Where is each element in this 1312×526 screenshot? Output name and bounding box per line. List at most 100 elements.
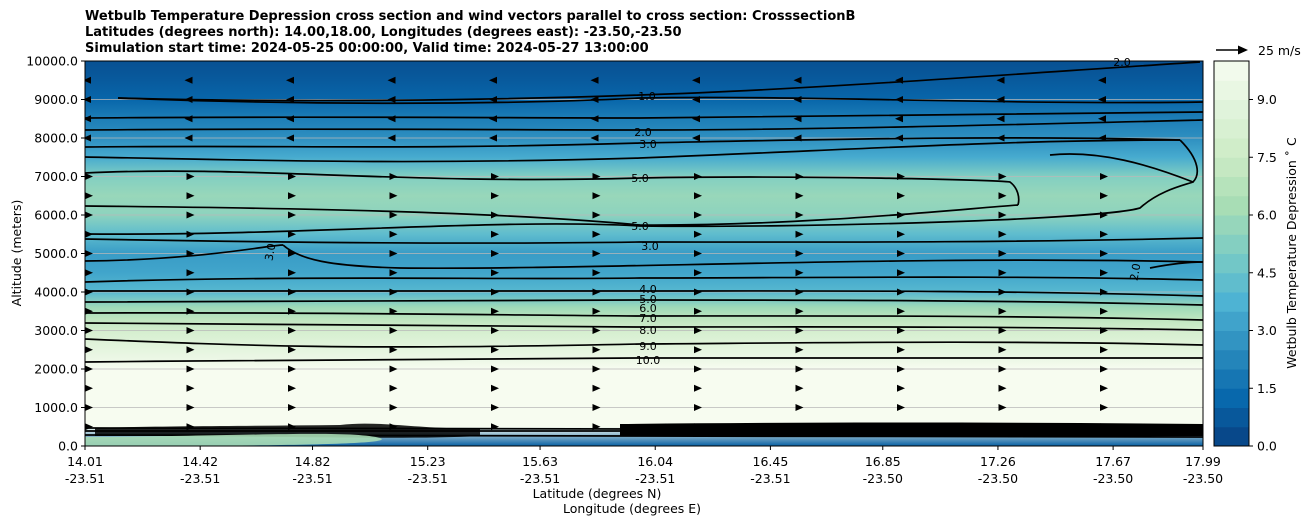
wind-arrow xyxy=(590,76,599,84)
wind-arrow xyxy=(998,269,1007,277)
wind-arrow xyxy=(85,211,93,219)
wind-arrow xyxy=(288,346,296,354)
wind-key-arrowhead xyxy=(1238,45,1248,55)
wind-arrow xyxy=(897,327,905,334)
y-tick-label: 4000.0 xyxy=(34,285,78,300)
wind-arrow xyxy=(795,173,804,180)
wind-arrow xyxy=(286,134,294,142)
wind-arrow xyxy=(85,384,93,392)
wind-arrow xyxy=(186,384,195,392)
wind-arrow xyxy=(389,365,398,373)
wind-arrow xyxy=(186,250,195,257)
wind-arrow xyxy=(1100,288,1108,296)
contour-line xyxy=(85,237,1203,244)
wind-arrow xyxy=(186,346,195,354)
contour-label: 10.0 xyxy=(626,422,651,435)
wind-arrow xyxy=(692,115,700,123)
wind-arrow xyxy=(694,269,702,277)
wind-arrow xyxy=(1100,250,1108,257)
wind-arrow xyxy=(186,230,195,238)
wind-arrow xyxy=(895,134,903,142)
wind-arrow xyxy=(895,76,903,84)
wind-arrow xyxy=(186,365,195,373)
y-tick-label: 9000.0 xyxy=(34,92,78,107)
wind-arrow xyxy=(491,269,499,277)
contour-line xyxy=(85,276,1203,283)
wind-arrow xyxy=(592,307,601,315)
wind-arrow xyxy=(694,307,702,315)
wind-arrow xyxy=(288,327,296,334)
wind-arrow xyxy=(795,230,804,238)
colorbar-band xyxy=(1214,426,1249,447)
y-tick-label: 10000.0 xyxy=(26,54,78,69)
wind-arrow xyxy=(85,76,91,84)
contour-label: 10.0 xyxy=(636,354,661,367)
wind-arrow xyxy=(897,404,905,411)
wind-arrow xyxy=(491,211,499,219)
wind-arrow xyxy=(694,173,702,180)
wind-arrow xyxy=(85,346,93,354)
wind-arrow xyxy=(489,96,497,103)
wind-arrow xyxy=(491,346,499,354)
contour-label: 5.0 xyxy=(639,293,657,306)
wind-arrow xyxy=(387,134,396,142)
wind-arrow xyxy=(1100,173,1108,180)
wind-arrow xyxy=(998,250,1007,257)
wind-arrow xyxy=(1100,269,1108,277)
wind-arrow xyxy=(85,115,91,123)
wind-arrow xyxy=(85,269,93,277)
wind-arrow xyxy=(1100,404,1108,411)
wind-arrow xyxy=(387,76,396,84)
contour-line xyxy=(1049,139,1199,183)
colorbar-tick-label: 0.0 xyxy=(1257,439,1277,454)
wind-arrow xyxy=(897,211,905,219)
contour-line xyxy=(85,181,1194,235)
x-tick-label-lon: -23.50 xyxy=(1183,471,1223,486)
wind-arrow xyxy=(389,211,398,219)
contour-label: 2.0 xyxy=(1128,262,1144,281)
wind-arrow xyxy=(1100,346,1108,354)
wind-arrow xyxy=(897,230,905,238)
wind-arrow xyxy=(491,423,499,431)
contour-label: 9.0 xyxy=(639,340,657,353)
contour-line xyxy=(85,170,1020,206)
wind-arrow xyxy=(489,76,497,84)
wind-arrow xyxy=(998,230,1007,238)
wind-arrow xyxy=(184,96,193,103)
x-tick-label-lon: -23.51 xyxy=(408,471,448,486)
wind-arrow xyxy=(590,115,599,123)
x-tick-label-lon: -23.50 xyxy=(863,471,903,486)
x-tick-label-lat: 17.99 xyxy=(1185,454,1221,469)
wind-arrow xyxy=(897,250,905,257)
x-axis-label-latitude: Latitude (degrees N) xyxy=(533,486,662,501)
y-tick-label: 6000.0 xyxy=(34,208,78,223)
wind-arrow xyxy=(389,269,398,277)
wind-arrow xyxy=(491,384,499,392)
x-tick-label-lon: -23.50 xyxy=(978,471,1018,486)
wind-arrow xyxy=(694,365,702,373)
wind-arrow xyxy=(389,173,398,180)
wind-arrow xyxy=(184,134,193,142)
wind-arrow xyxy=(1100,211,1108,219)
wind-arrow xyxy=(85,365,93,373)
wind-arrow xyxy=(793,76,802,84)
contour-line xyxy=(85,119,1203,131)
wind-arrow xyxy=(288,250,296,257)
wind-arrow xyxy=(489,115,497,123)
colorbar-band xyxy=(1214,215,1249,235)
contour-line xyxy=(85,111,1203,119)
wind-arrow xyxy=(1100,384,1108,392)
wind-arrow xyxy=(85,96,91,103)
wind-arrow xyxy=(592,230,601,238)
contour-line xyxy=(85,311,1203,321)
wind-arrow xyxy=(998,404,1007,411)
wind-arrow xyxy=(184,76,193,84)
wind-arrow xyxy=(85,250,93,257)
y-tick-label: 8000.0 xyxy=(34,131,78,146)
colorbar-band xyxy=(1214,330,1249,351)
wind-arrow xyxy=(186,404,195,411)
y-tick-label: 0.0 xyxy=(58,439,78,454)
wind-arrow xyxy=(795,288,804,296)
wind-arrow xyxy=(389,307,398,315)
wind-arrow xyxy=(1100,307,1108,315)
